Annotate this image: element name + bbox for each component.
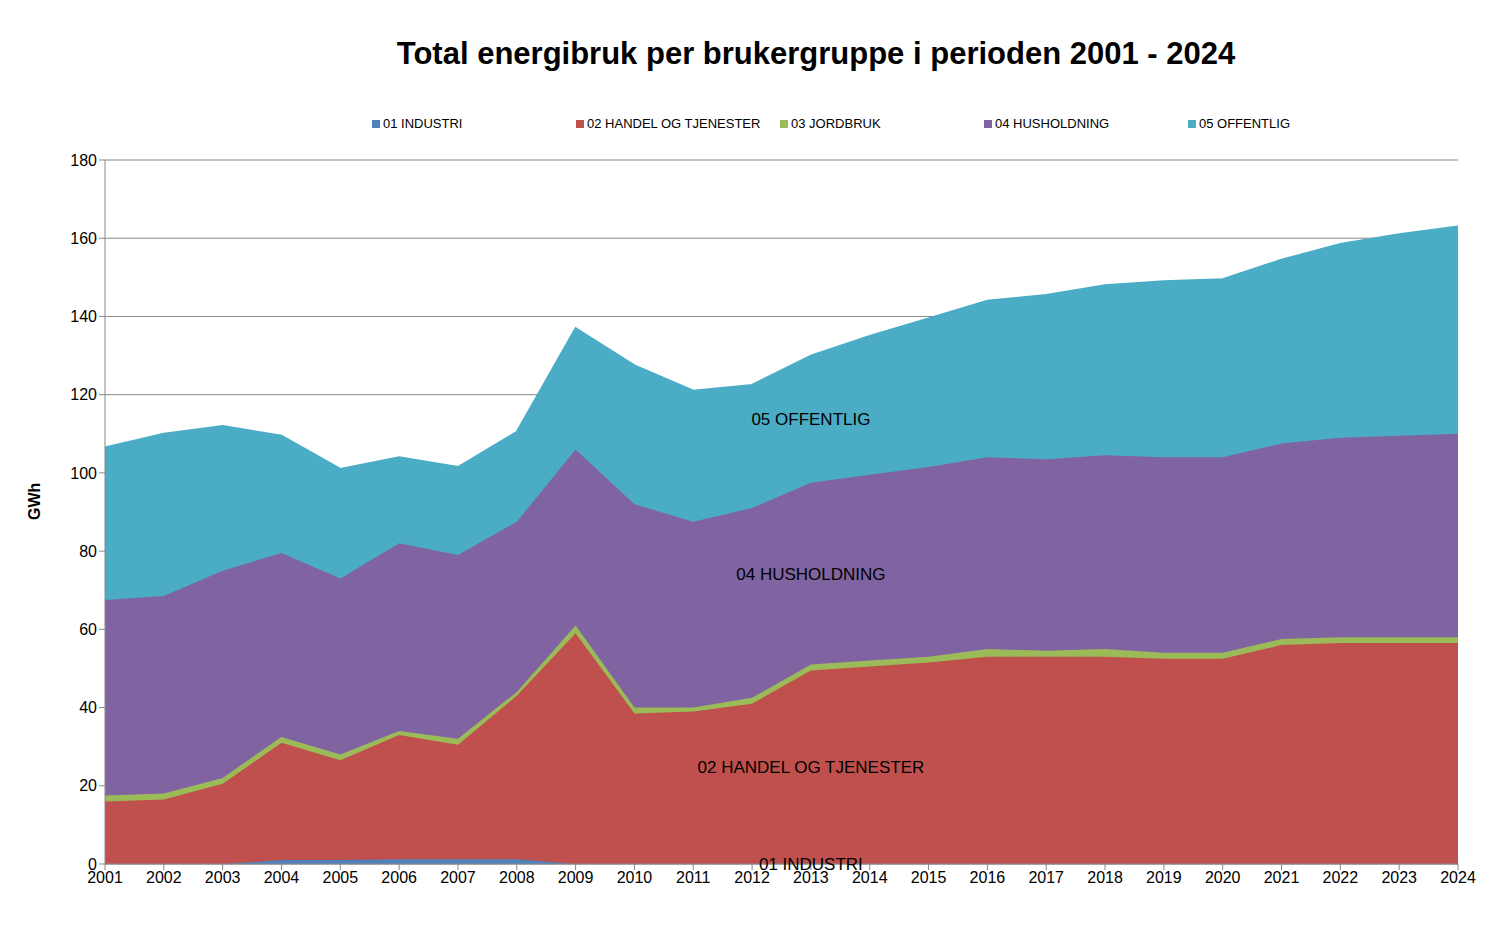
svg-text:2008: 2008 [499, 869, 535, 886]
svg-text:2003: 2003 [205, 869, 241, 886]
svg-text:2024: 2024 [1440, 869, 1476, 886]
svg-text:2007: 2007 [440, 869, 476, 886]
svg-text:2005: 2005 [323, 869, 359, 886]
svg-text:2021: 2021 [1264, 869, 1300, 886]
svg-text:2002: 2002 [146, 869, 182, 886]
svg-text:2006: 2006 [381, 869, 417, 886]
html-text:GWh: GWh [26, 482, 43, 520]
svg-text:2013: 2013 [793, 869, 829, 887]
svg-text:40: 40 [79, 699, 97, 716]
svg-text:2011: 2011 [676, 869, 711, 886]
svg-text:2023: 2023 [1381, 869, 1417, 886]
svg-text:2022: 2022 [1323, 869, 1359, 886]
svg-text:2020: 2020 [1205, 869, 1241, 886]
svg-text:80: 80 [79, 543, 97, 560]
svg-text:2018: 2018 [1087, 869, 1123, 886]
svg-text:2010: 2010 [617, 869, 653, 886]
html-text:04 HUSHOLDNING: 04 HUSHOLDNING [995, 116, 1110, 131]
svg-text:05 OFFENTLIG: 05 OFFENTLIG [751, 410, 870, 429]
html-text:01 INDUSTRI: 01 INDUSTRI [383, 116, 463, 131]
svg-text:04 HUSHOLDNING: 04 HUSHOLDNING [736, 565, 885, 584]
svg-text:160: 160 [70, 230, 97, 247]
svg-text:100: 100 [70, 465, 97, 482]
svg-text:2015: 2015 [911, 869, 947, 886]
svg-text:140: 140 [70, 308, 97, 325]
html-text:02 HANDEL OG TJENESTER: 02 HANDEL OG TJENESTER [587, 116, 761, 131]
html-text:Total energibruk per brukergru: Total energibruk per brukergruppe i peri… [396, 36, 1236, 71]
svg-text:2001: 2001 [87, 869, 123, 887]
svg-text:120: 120 [70, 386, 97, 403]
svg-text:180: 180 [70, 152, 97, 169]
html-text:05 OFFENTLIG: 05 OFFENTLIG [1199, 116, 1290, 131]
svg-text:2009: 2009 [558, 869, 594, 886]
svg-text:2004: 2004 [264, 869, 300, 886]
svg-text:2019: 2019 [1146, 869, 1182, 886]
svg-text:2017: 2017 [1028, 869, 1064, 886]
svg-text:02 HANDEL OG TJENESTER: 02 HANDEL OG TJENESTER [698, 758, 925, 777]
svg-text:2016: 2016 [970, 869, 1006, 886]
svg-text:2014: 2014 [851, 869, 888, 887]
svg-text:2012: 2012 [734, 869, 770, 887]
svg-text:60: 60 [79, 621, 97, 638]
svg-text:01 INDUSTRI: 01 INDUSTRI [759, 855, 863, 874]
svg-text:20: 20 [79, 777, 97, 794]
svg-text:0: 0 [88, 856, 97, 873]
html-text:03 JORDBRUK: 03 JORDBRUK [791, 116, 881, 131]
